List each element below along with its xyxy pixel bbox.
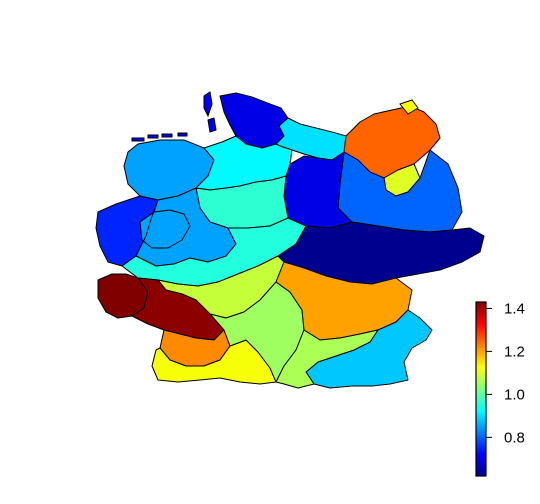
colorbar: 0.8 1.0 1.2 1.4 — [475, 300, 525, 477]
region-north-rhine-westphalia-east — [135, 187, 237, 267]
colorbar-tick-label: 0.8 — [504, 429, 525, 446]
north-sea-islands — [131, 91, 419, 142]
colorbar-tick-label: 1.0 — [504, 386, 525, 403]
frisian-island — [147, 134, 159, 139]
colorbar-gradient — [475, 301, 487, 477]
colorbar-ticks: 0.8 1.0 1.2 1.4 — [486, 300, 525, 446]
ruegen-island — [399, 99, 419, 115]
colorbar-tick-label: 1.2 — [504, 343, 525, 360]
frisian-island — [177, 132, 188, 137]
sylt-island — [203, 91, 213, 118]
frisian-island — [131, 137, 145, 142]
colorbar-tick-label: 1.4 — [504, 300, 525, 317]
frisian-island — [161, 133, 173, 138]
region-bavaria-south — [275, 329, 379, 389]
map-regions — [95, 92, 485, 389]
north-frisian-island — [207, 117, 217, 133]
